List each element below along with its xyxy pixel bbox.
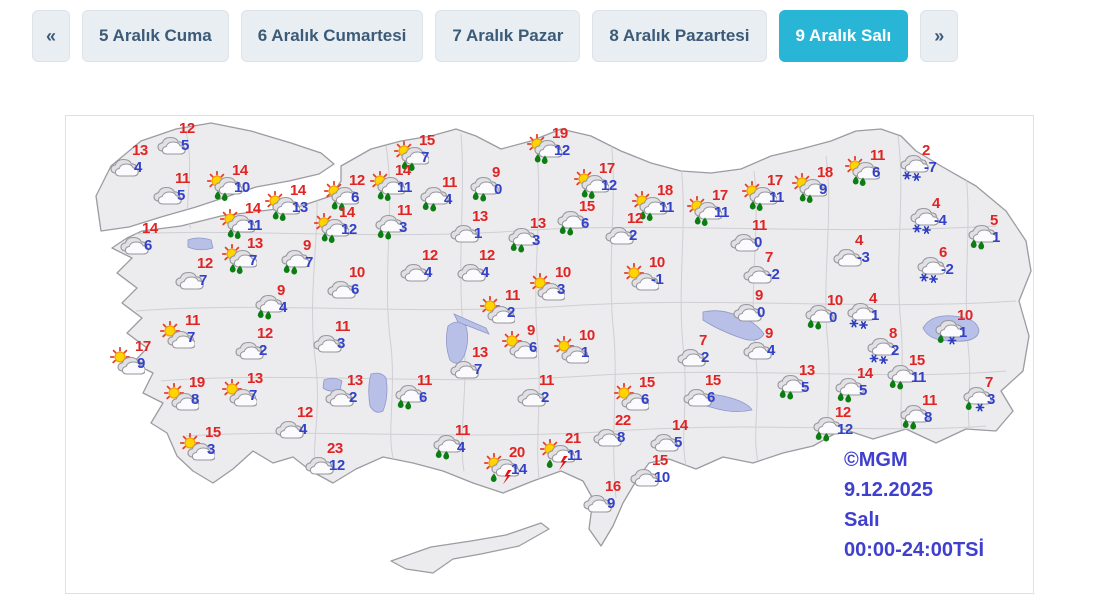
lake xyxy=(453,313,490,335)
lake xyxy=(187,237,214,251)
weather-map-panel: 12 5 13 4 11 5 14 10 14 13 12 6 14 12 14 11 14 6 13 7 9 7 12 7 9… xyxy=(65,115,1034,594)
tab-day-4[interactable]: 8 Aralık Pazartesi xyxy=(592,10,767,62)
lake xyxy=(702,310,765,341)
lake xyxy=(322,377,343,392)
tab-day-5[interactable]: 9 Aralık Salı xyxy=(778,10,909,62)
lakes xyxy=(187,237,980,413)
copyright-day: Salı xyxy=(844,509,880,531)
copyright-mgm: ©MGM xyxy=(844,449,908,471)
tab-day-3[interactable]: 7 Aralık Pazar xyxy=(435,10,581,62)
copyright-block: ©MGM 9.12.2025 Salı 00:00-24:00TSİ xyxy=(844,445,984,565)
next-day-button[interactable]: » xyxy=(920,10,959,62)
cyprus xyxy=(390,522,550,574)
copyright-hours: 00:00-24:00TSİ xyxy=(844,539,985,561)
tab-day-2[interactable]: 6 Aralık Cumartesi xyxy=(240,10,424,62)
copyright-date: 9.12.2025 xyxy=(844,479,933,501)
lake xyxy=(368,372,388,413)
prev-day-button[interactable]: « xyxy=(32,10,70,62)
date-nav: « 5 Aralık Cuma 6 Aralık Cumartesi 7 Aralı… xyxy=(32,10,959,62)
tab-day-1[interactable]: 5 Aralık Cuma xyxy=(82,10,229,62)
date-tabs: 5 Aralık Cuma 6 Aralık Cumartesi 7 Aralık … xyxy=(82,10,909,62)
